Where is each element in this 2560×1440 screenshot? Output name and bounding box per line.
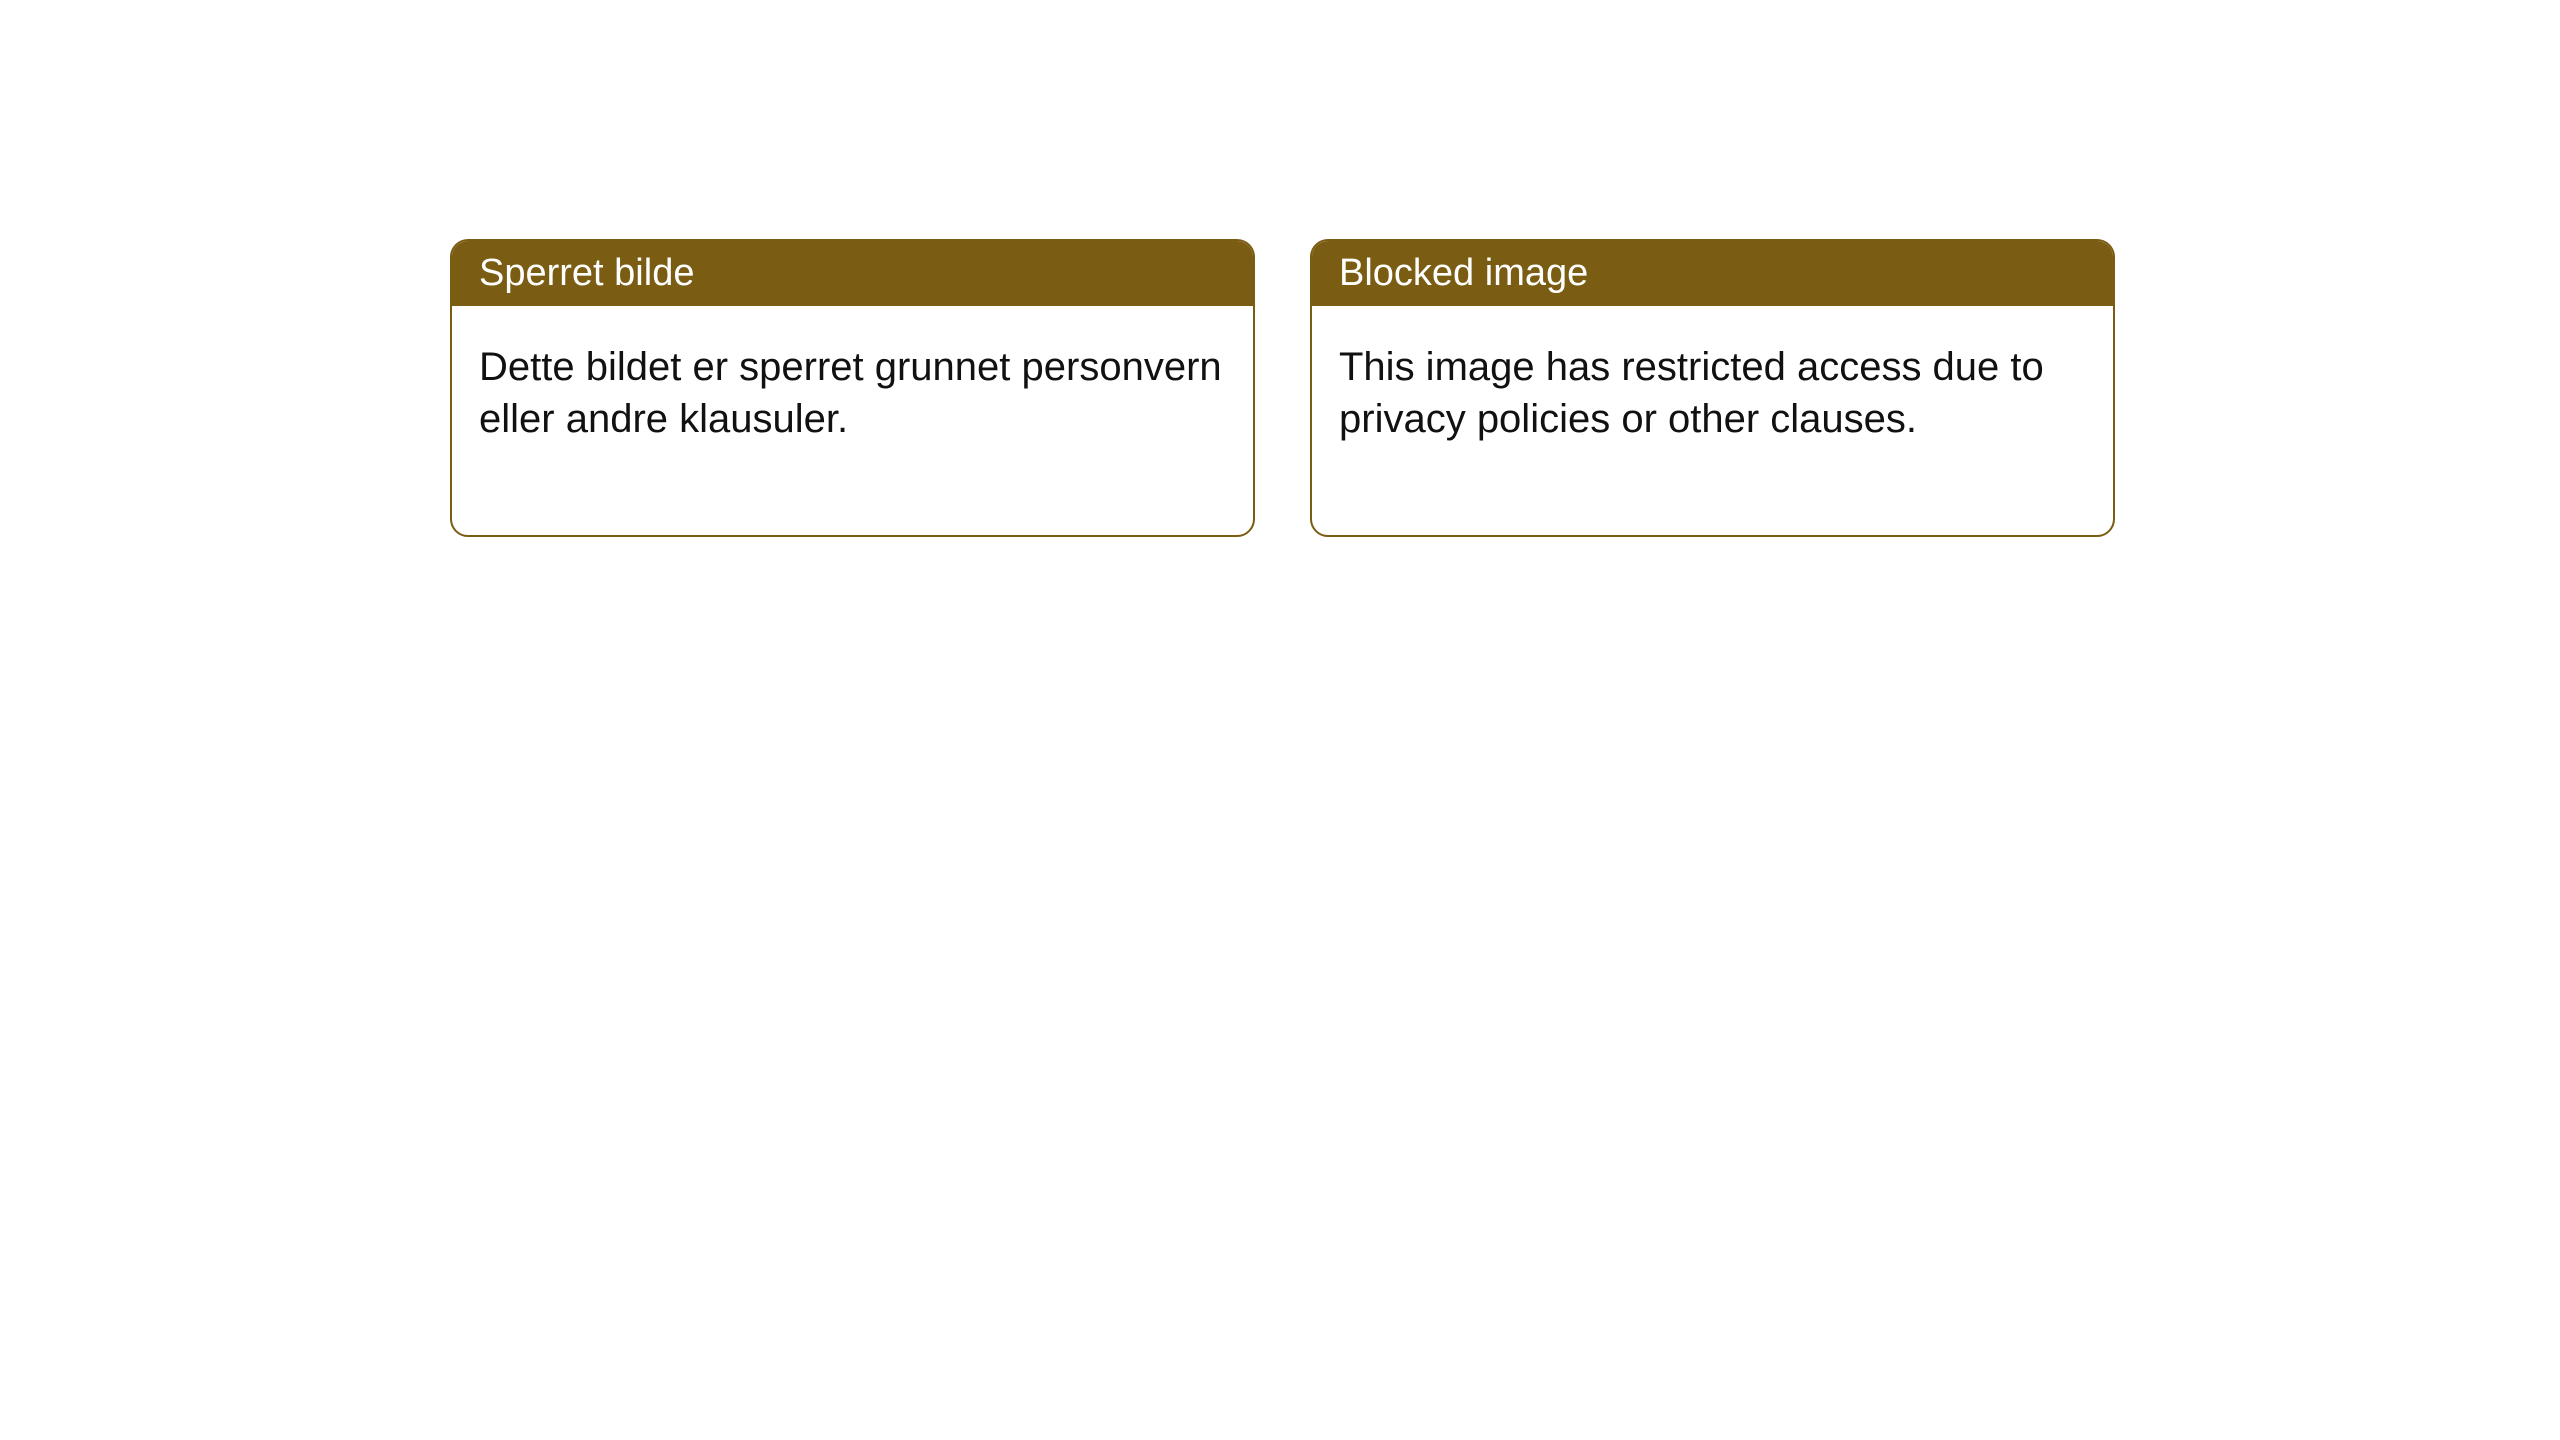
card-message-no: Dette bildet er sperret grunnet personve…: [479, 345, 1222, 441]
card-title-no: Sperret bilde: [479, 252, 694, 294]
card-header-en: Blocked image: [1312, 241, 2113, 306]
card-title-en: Blocked image: [1339, 252, 1588, 294]
notice-cards-container: Sperret bilde Dette bildet er sperret gr…: [450, 239, 2115, 537]
blocked-image-card-no: Sperret bilde Dette bildet er sperret gr…: [450, 239, 1255, 537]
card-body-en: This image has restricted access due to …: [1312, 306, 2113, 535]
card-message-en: This image has restricted access due to …: [1339, 345, 2044, 441]
card-body-no: Dette bildet er sperret grunnet personve…: [452, 306, 1253, 535]
card-header-no: Sperret bilde: [452, 241, 1253, 306]
blocked-image-card-en: Blocked image This image has restricted …: [1310, 239, 2115, 537]
